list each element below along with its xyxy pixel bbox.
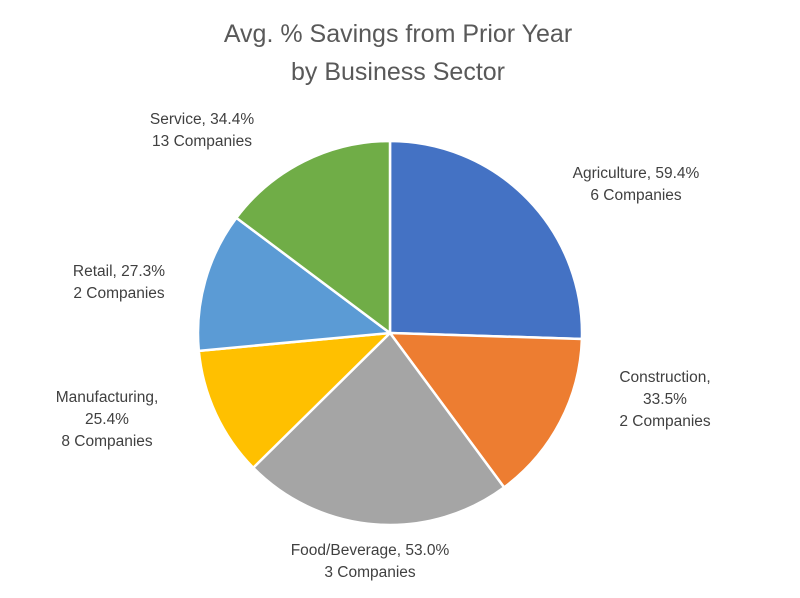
slice-label-line: 13 Companies	[152, 133, 252, 150]
slice-labels: Agriculture, 59.4% 6 Companies Constructio…	[56, 111, 711, 581]
slice-label-line: 2 Companies	[73, 285, 165, 302]
slice-label-line: Retail, 27.3%	[73, 263, 165, 280]
slice-label-line: 8 Companies	[61, 433, 153, 450]
slice-label-manufacturing: Manufacturing, 25.4% 8 Companies	[56, 389, 159, 450]
pie-slice-food-beverage	[251, 331, 506, 527]
slice-label-food-beverage: Food/Beverage, 53.0% 3 Companies	[291, 542, 450, 581]
slice-label-retail: Retail, 27.3% 2 Companies	[73, 263, 165, 302]
pie-slice-agriculture	[388, 139, 584, 341]
slice-label-line: 6 Companies	[590, 187, 682, 204]
slice-label-agriculture: Agriculture, 59.4% 6 Companies	[573, 165, 700, 204]
slice-label-line: Construction,	[619, 369, 710, 386]
slice-label-line: 33.5%	[643, 391, 687, 408]
pie-slice-service	[235, 139, 392, 335]
chart-title-line: by Business Sector	[291, 58, 505, 86]
slice-label-construction: Construction, 33.5% 2 Companies	[619, 369, 711, 430]
chart-title: Avg. % Savings from Prior Year by Busines…	[224, 20, 572, 86]
pie-slices	[196, 139, 584, 527]
slice-label-line: Food/Beverage, 53.0%	[291, 542, 450, 559]
pie-slice-manufacturing	[197, 331, 392, 469]
pie-slice-construction	[388, 331, 584, 489]
slice-label-line: Service, 34.4%	[150, 111, 254, 128]
slice-label-line: 25.4%	[85, 411, 129, 428]
pie-slice-retail	[196, 216, 392, 353]
chart-title-line: Avg. % Savings from Prior Year	[224, 20, 572, 48]
slice-label-service: Service, 34.4% 13 Companies	[150, 111, 254, 150]
slice-label-line: Agriculture, 59.4%	[573, 165, 700, 182]
slice-label-line: Manufacturing,	[56, 389, 159, 406]
slice-label-line: 2 Companies	[619, 413, 711, 430]
slice-label-line: 3 Companies	[324, 564, 416, 581]
